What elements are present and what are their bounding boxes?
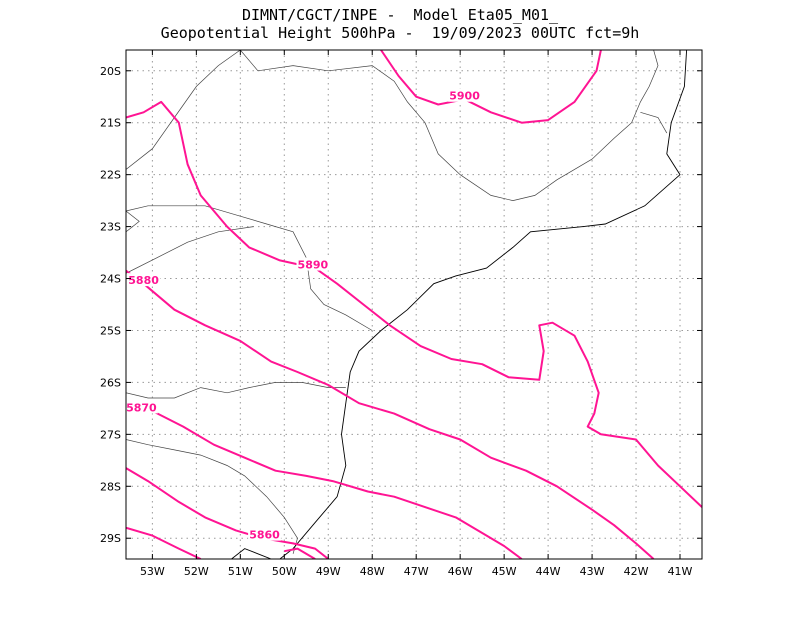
lat-tick-label: 22S <box>100 169 121 182</box>
lat-tick-label: 28S <box>100 480 121 493</box>
map-title-line-1: DIMNT/CGCT/INPE - Model Eta05_M01_ <box>241 6 559 24</box>
lat-tick-label: 20S <box>100 65 121 78</box>
lon-tick-label: 43W <box>580 565 605 578</box>
contour-label-bg <box>127 273 160 287</box>
mato-grosso-sul-south <box>126 210 140 233</box>
map-frame <box>125 49 703 560</box>
mato-grosso-sul-border <box>126 50 241 170</box>
lon-tick-label: 45W <box>492 565 517 578</box>
lat-axis: 20S 21S 22S 23S 24S 25S 26S 27S 28S 29S <box>100 65 702 545</box>
contour-line <box>126 402 523 559</box>
lon-tick-label: 48W <box>360 565 385 578</box>
lat-tick-label: 29S <box>100 532 121 545</box>
contour-labels: 5900 5890 5880 5870 5860 <box>124 88 481 542</box>
lon-tick-label: 52W <box>184 565 209 578</box>
lon-tick-label: 50W <box>272 565 297 578</box>
minas-gerais-border <box>240 50 659 201</box>
contour-label: 5900 <box>449 90 480 103</box>
lon-tick-label: 46W <box>448 565 473 578</box>
contour-line <box>284 547 316 559</box>
lagoa-dos-patos <box>231 548 272 559</box>
contour-label: 5870 <box>126 401 157 414</box>
brazil-south-coast <box>279 50 688 559</box>
contour-line <box>126 269 655 559</box>
contour-line <box>380 50 602 124</box>
coastlines <box>231 50 688 559</box>
lat-tick-label: 27S <box>100 428 121 441</box>
lat-tick-label: 21S <box>100 117 121 130</box>
lon-tick-label: 47W <box>404 565 429 578</box>
lat-tick-label: 23S <box>100 221 121 234</box>
contour-label: 5890 <box>298 259 329 272</box>
lon-tick-label: 41W <box>668 565 693 578</box>
lat-tick-label: 26S <box>100 376 121 389</box>
contour-line <box>126 467 329 559</box>
lon-tick-label: 42W <box>624 565 649 578</box>
contour-label-bg <box>248 527 281 541</box>
height-contours <box>126 50 702 559</box>
lat-tick-label: 25S <box>100 324 121 337</box>
sao-paulo-parana-border <box>126 205 373 331</box>
rio-espirito-santo-border <box>640 111 668 134</box>
map-title-line-2: Geopotential Height 500hPa - 19/09/2023 … <box>160 24 640 42</box>
state-borders <box>126 50 668 554</box>
contour-line <box>126 526 202 559</box>
santa-catarina-rio-grande-border <box>126 439 298 554</box>
contour-label-bg <box>448 88 481 102</box>
contour-line <box>126 100 702 508</box>
contour-label-bg <box>124 400 158 414</box>
parana-santa-catarina-border <box>126 382 346 399</box>
contour-label: 5860 <box>249 529 280 542</box>
lon-tick-label: 53W <box>140 565 165 578</box>
lon-tick-label: 51W <box>228 565 253 578</box>
contour-label: 5880 <box>128 274 159 287</box>
lon-axis: 53W 52W 51W 50W 49W 48W 47W 46W 45W 44W 43W 42W 41W <box>140 50 693 578</box>
lon-tick-label: 49W <box>316 565 341 578</box>
contour-label-bg <box>296 257 330 271</box>
lat-tick-label: 24S <box>100 273 121 286</box>
map-grid <box>126 50 702 559</box>
lon-tick-label: 44W <box>536 565 561 578</box>
